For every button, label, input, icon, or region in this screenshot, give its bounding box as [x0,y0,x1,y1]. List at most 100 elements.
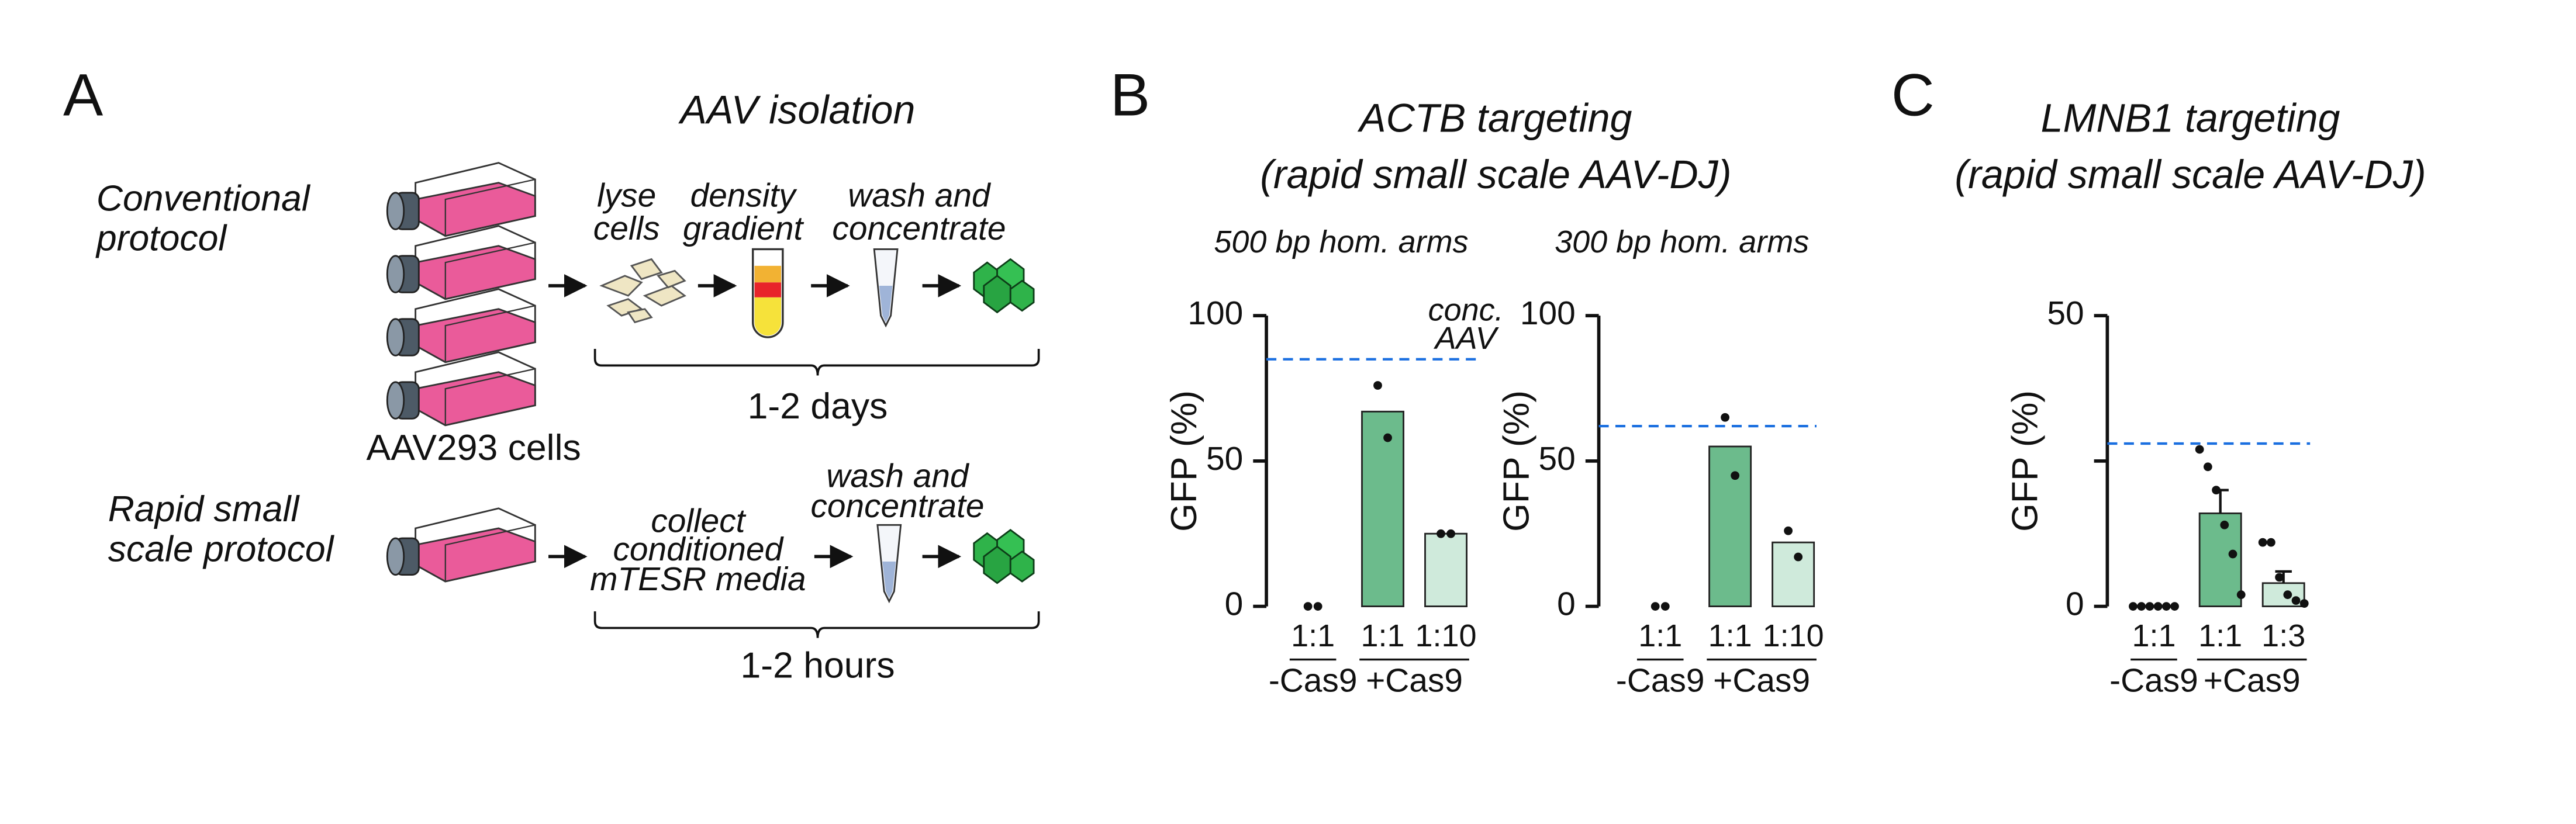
y-tick-label: 100 [1520,295,1576,332]
x-tick-label: 1:1 [1638,618,1682,653]
y-tick-label: 0 [1225,586,1244,623]
cell-label: AAV293 cells [367,427,581,468]
step-label: conditioned [613,531,784,568]
chart-title: (rapid small scale AAV-DJ) [1260,153,1731,197]
chart-title: ACTB targeting [1357,96,1632,141]
flask [386,507,536,583]
bar [1424,532,1467,608]
data-point [1437,529,1445,538]
data-point [1794,552,1803,562]
data-point [1383,433,1392,442]
cells-icon [599,258,686,324]
group-label: -Cas9 [1616,662,1705,699]
x-tick-label: 1:1 [2198,618,2242,653]
row-label: Conventional [96,178,311,219]
diagram-title: AAV isolation [678,88,915,132]
chart-title: LMNB1 targeting [2041,96,2340,141]
data-point [2161,602,2171,611]
reference-label: AAV [1434,321,1500,356]
x-tick-label: 1:10 [1415,618,1476,653]
data-point [2170,602,2179,611]
y-tick-label: 50 [1206,441,1243,477]
x-tick-label: 1:1 [1708,618,1752,653]
data-point [1660,602,1670,611]
bar [2198,512,2242,608]
data-point [2203,462,2212,472]
flask [386,351,536,427]
data-point [2258,538,2267,547]
data-point [2275,573,2284,582]
aav-icon [973,258,1035,313]
x-tick-label: 1:1 [2132,618,2176,653]
data-point [1784,526,1793,535]
duration: 1-2 hours [740,645,895,685]
data-point [2153,602,2163,611]
y-tick-label: 50 [2047,295,2084,332]
step-label: density [690,177,798,214]
data-point [2212,486,2221,494]
concentrator [876,524,902,603]
data-point [2137,602,2146,611]
step-label: wash and [826,458,970,495]
group-label: -Cas9 [2109,662,2198,699]
data-point [2236,590,2246,600]
chart-title: (rapid small scale AAV-DJ) [1955,153,2426,197]
row-label: scale protocol [108,528,335,569]
brace [593,348,1040,376]
y-tick-label: 0 [1557,586,1576,623]
bar [1772,541,1815,608]
step-label: lyse [597,177,656,214]
x-tick-label: 1:10 [1763,618,1824,653]
diagram: AAV isolation Conventional protocol lyse… [95,88,1040,685]
x-tick-label: 1:3 [2261,618,2305,653]
data-point [1446,529,1455,538]
data-point [1731,471,1740,480]
data-point [2145,602,2154,611]
gradient-tube [751,248,784,338]
y-tick-label: 100 [1187,295,1243,332]
y-axis-label: GFP (%) [2004,390,2045,532]
data-point [2195,445,2204,454]
bar [1708,445,1752,608]
bar [1361,410,1404,608]
concentrator [873,248,899,327]
data-point [2291,596,2301,605]
data-point [2283,590,2292,600]
reference-label: conc. [1428,293,1504,328]
flask [386,225,536,300]
x-tick-label: 1:1 [1291,618,1335,653]
panel-label: B [1110,61,1150,129]
step-label: gradient [683,210,804,247]
group-label: -Cas9 [1269,662,1358,699]
y-tick-label: 50 [1539,441,1576,477]
brace [593,611,1040,638]
data-point [2299,599,2309,608]
step-label: concentrate [832,210,1006,247]
flask [386,288,536,363]
y-axis-label: GFP (%) [1163,390,1204,532]
step-label: mTESR media [590,561,806,598]
panel-label: A [63,61,103,129]
y-tick-label: 0 [2066,586,2084,623]
panel-label: C [1891,61,1935,129]
duration: 1-2 days [748,386,888,427]
x-tick-label: 1:1 [1360,618,1404,653]
data-point [1650,602,1660,611]
step-label: cells [593,210,660,247]
chart-subtitle: 300 bp hom. arms [1555,224,1809,259]
flask-stack [386,162,536,427]
aav-icon [973,529,1035,584]
data-point [2129,602,2138,611]
group-label: +Cas9 [1366,662,1463,699]
step-label: wash and [848,177,992,214]
data-point [1373,381,1382,390]
data-point [2220,520,2229,529]
data-point [1721,413,1729,422]
row-label: Rapid small [108,489,301,529]
group-label: +Cas9 [1713,662,1810,699]
step-label: collect [651,503,746,539]
data-point [1313,602,1322,611]
data-point [1303,602,1313,611]
